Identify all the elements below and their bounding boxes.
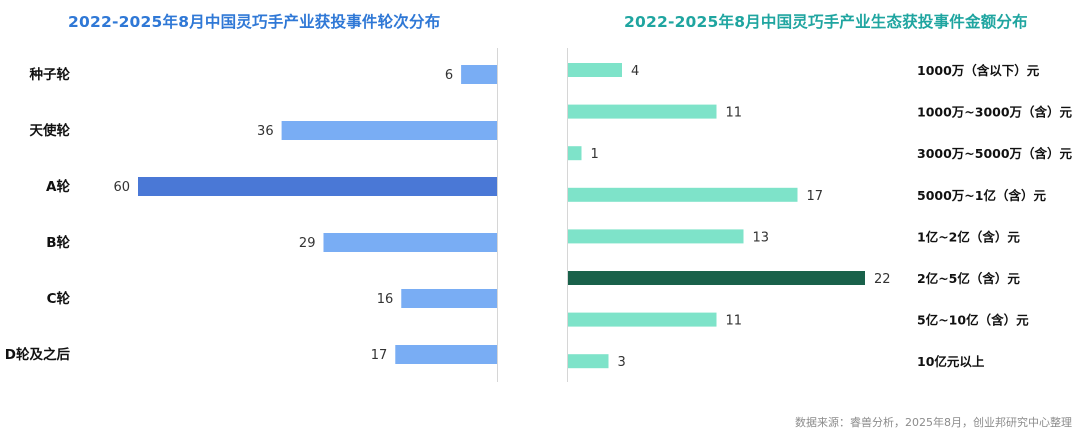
category-label-5: 1亿~2亿（含）元: [917, 229, 1020, 244]
category-label-2: 1000万~3000万（含）元: [917, 105, 1073, 120]
bar-4: [323, 233, 497, 252]
category-label-4: B轮: [46, 234, 70, 251]
category-label-7: 5亿~10亿（含）元: [917, 313, 1029, 328]
bar-5: [401, 289, 497, 308]
bar-3: [568, 146, 582, 161]
category-label-8: 10亿元以上: [917, 354, 985, 369]
bar-2: [281, 121, 497, 140]
value-label-2: 11: [726, 106, 743, 121]
value-label-6: 22: [874, 272, 891, 287]
value-label-3: 1: [591, 147, 599, 162]
category-label-3: A轮: [46, 178, 70, 195]
value-label-1: 6: [445, 68, 453, 83]
category-label-6: D轮及之后: [5, 346, 71, 363]
value-label-1: 4: [631, 64, 639, 79]
bar-6: [395, 345, 497, 364]
value-label-5: 13: [753, 230, 770, 245]
value-label-4: 29: [299, 236, 316, 251]
bar-8: [568, 354, 609, 369]
data-source-note: 数据来源：睿兽分析，2025年8月，创业邦研究中心整理: [795, 416, 1072, 429]
bar-7: [568, 312, 717, 327]
right-axis-line: [567, 48, 568, 382]
category-label-4: 5000万~1亿（含）元: [917, 188, 1046, 203]
right-chart-title: 2022-2025年8月中国灵巧手产业生态获投事件金额分布: [624, 13, 1028, 31]
value-label-8: 3: [618, 355, 626, 370]
category-label-1: 种子轮: [29, 66, 71, 83]
bar-1: [568, 63, 622, 77]
category-label-3: 3000万~5000万（含）元: [917, 146, 1073, 161]
bar-6: [568, 271, 865, 285]
left-axis-line: [497, 48, 498, 382]
amount-distribution-chart: 4 1000万（含以下）元 11 1000万~3000万（含）元 1 3000万~5000…: [568, 63, 1073, 370]
bar-2: [568, 104, 717, 119]
value-label-4: 17: [807, 189, 824, 204]
bar-3: [138, 177, 497, 196]
value-label-5: 16: [377, 292, 394, 307]
value-label-6: 17: [371, 348, 388, 363]
value-label-7: 11: [726, 314, 743, 329]
value-label-3: 60: [113, 180, 130, 195]
category-label-2: 天使轮: [30, 122, 71, 139]
category-label-1: 1000万（含以下）元: [917, 63, 1040, 78]
category-label-5: C轮: [47, 290, 71, 307]
bar-5: [568, 229, 744, 244]
bar-1: [461, 65, 497, 84]
left-chart-title: 2022-2025年8月中国灵巧手产业获投事件轮次分布: [68, 13, 441, 31]
bar-4: [568, 187, 798, 202]
value-label-2: 36: [257, 124, 274, 139]
category-label-6: 2亿~5亿（含）元: [917, 271, 1020, 286]
round-distribution-chart: 6 种子轮 36 天使轮 60 A轮 29 B轮 16 C轮 17 D轮及之后: [5, 65, 497, 364]
